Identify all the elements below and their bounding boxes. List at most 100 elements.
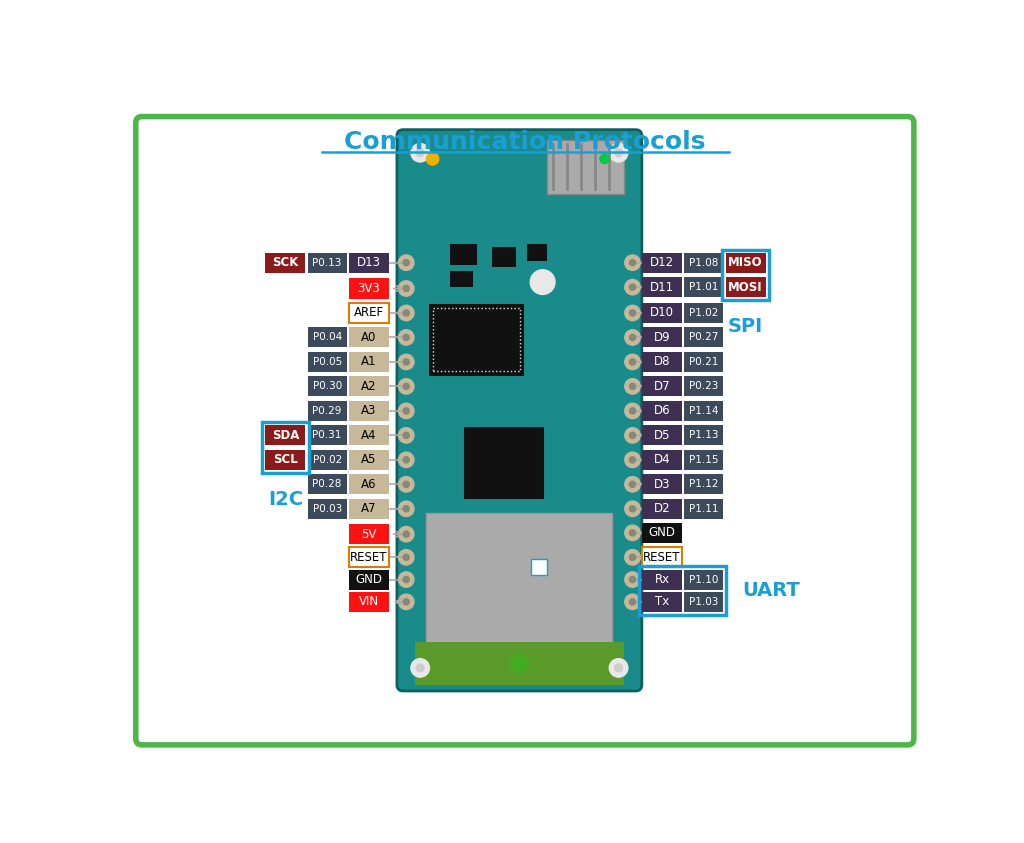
- FancyBboxPatch shape: [493, 248, 515, 266]
- Text: D7: D7: [653, 380, 671, 393]
- Text: A3: A3: [361, 405, 377, 417]
- FancyBboxPatch shape: [415, 642, 624, 685]
- Circle shape: [417, 664, 424, 672]
- FancyBboxPatch shape: [642, 523, 682, 543]
- FancyBboxPatch shape: [684, 475, 723, 494]
- Circle shape: [630, 554, 636, 561]
- Circle shape: [411, 143, 429, 162]
- Circle shape: [614, 149, 623, 157]
- Circle shape: [398, 572, 414, 588]
- FancyBboxPatch shape: [642, 475, 682, 494]
- Circle shape: [417, 149, 424, 157]
- Circle shape: [398, 594, 414, 609]
- Text: P1.12: P1.12: [689, 480, 719, 489]
- Text: GND: GND: [648, 526, 676, 540]
- FancyBboxPatch shape: [726, 253, 766, 272]
- Text: P0.31: P0.31: [312, 431, 342, 440]
- Circle shape: [630, 284, 636, 290]
- FancyBboxPatch shape: [531, 559, 547, 575]
- FancyBboxPatch shape: [684, 499, 723, 518]
- Text: D4: D4: [653, 454, 671, 466]
- FancyBboxPatch shape: [726, 277, 766, 298]
- Text: D5: D5: [653, 429, 671, 442]
- Text: D3: D3: [653, 478, 671, 491]
- Text: D2: D2: [653, 502, 671, 515]
- Text: P0.05: P0.05: [312, 357, 342, 367]
- FancyBboxPatch shape: [642, 499, 682, 518]
- Text: P0.23: P0.23: [689, 381, 719, 391]
- Circle shape: [609, 658, 628, 677]
- FancyBboxPatch shape: [642, 547, 682, 567]
- FancyBboxPatch shape: [349, 303, 389, 323]
- Circle shape: [630, 481, 636, 487]
- Circle shape: [398, 255, 414, 271]
- Text: P0.29: P0.29: [312, 405, 342, 416]
- Circle shape: [403, 359, 410, 365]
- FancyBboxPatch shape: [642, 253, 682, 272]
- FancyBboxPatch shape: [349, 570, 389, 589]
- FancyBboxPatch shape: [349, 352, 389, 372]
- Circle shape: [530, 270, 555, 294]
- Circle shape: [630, 432, 636, 438]
- FancyBboxPatch shape: [527, 244, 547, 260]
- Text: A6: A6: [361, 478, 377, 491]
- FancyBboxPatch shape: [684, 376, 723, 396]
- Circle shape: [398, 501, 414, 517]
- Circle shape: [398, 281, 414, 296]
- Circle shape: [625, 255, 640, 271]
- FancyBboxPatch shape: [426, 513, 612, 652]
- Circle shape: [398, 403, 414, 419]
- Text: D13: D13: [357, 256, 381, 269]
- Circle shape: [625, 572, 640, 588]
- FancyBboxPatch shape: [642, 426, 682, 445]
- FancyBboxPatch shape: [308, 499, 346, 518]
- Text: I2C: I2C: [267, 490, 303, 509]
- Text: P1.10: P1.10: [689, 575, 719, 584]
- Circle shape: [625, 550, 640, 565]
- FancyBboxPatch shape: [349, 592, 389, 612]
- Text: 5V: 5V: [361, 528, 377, 540]
- FancyBboxPatch shape: [450, 244, 477, 266]
- Circle shape: [403, 531, 410, 537]
- Text: P0.03: P0.03: [312, 504, 342, 513]
- Circle shape: [403, 599, 410, 605]
- FancyBboxPatch shape: [684, 303, 723, 323]
- FancyBboxPatch shape: [349, 547, 389, 567]
- Circle shape: [398, 379, 414, 395]
- Text: SCK: SCK: [272, 256, 299, 269]
- Circle shape: [630, 384, 636, 389]
- Circle shape: [630, 457, 636, 463]
- Circle shape: [398, 476, 414, 492]
- FancyBboxPatch shape: [349, 401, 389, 421]
- Circle shape: [630, 310, 636, 316]
- Circle shape: [625, 330, 640, 345]
- Circle shape: [625, 501, 640, 517]
- Text: UART: UART: [742, 581, 801, 600]
- FancyBboxPatch shape: [684, 352, 723, 372]
- FancyBboxPatch shape: [684, 570, 723, 589]
- FancyBboxPatch shape: [642, 376, 682, 396]
- FancyBboxPatch shape: [397, 130, 642, 691]
- Text: P1.02: P1.02: [689, 308, 719, 318]
- Circle shape: [614, 664, 623, 672]
- FancyBboxPatch shape: [308, 352, 346, 372]
- FancyBboxPatch shape: [684, 253, 723, 272]
- FancyBboxPatch shape: [265, 426, 305, 445]
- Text: D6: D6: [653, 405, 671, 417]
- Circle shape: [403, 408, 410, 414]
- Circle shape: [426, 153, 438, 165]
- Circle shape: [403, 286, 410, 292]
- Text: Communication Protocols: Communication Protocols: [344, 130, 706, 154]
- Text: SPI: SPI: [728, 317, 763, 336]
- Text: D10: D10: [650, 307, 674, 319]
- Text: P1.14: P1.14: [689, 405, 719, 416]
- Circle shape: [625, 525, 640, 540]
- Text: A4: A4: [361, 429, 377, 442]
- FancyBboxPatch shape: [349, 327, 389, 347]
- Circle shape: [398, 427, 414, 443]
- FancyBboxPatch shape: [265, 450, 305, 470]
- FancyBboxPatch shape: [684, 277, 723, 298]
- FancyBboxPatch shape: [642, 277, 682, 298]
- FancyBboxPatch shape: [684, 592, 723, 612]
- Circle shape: [403, 457, 410, 463]
